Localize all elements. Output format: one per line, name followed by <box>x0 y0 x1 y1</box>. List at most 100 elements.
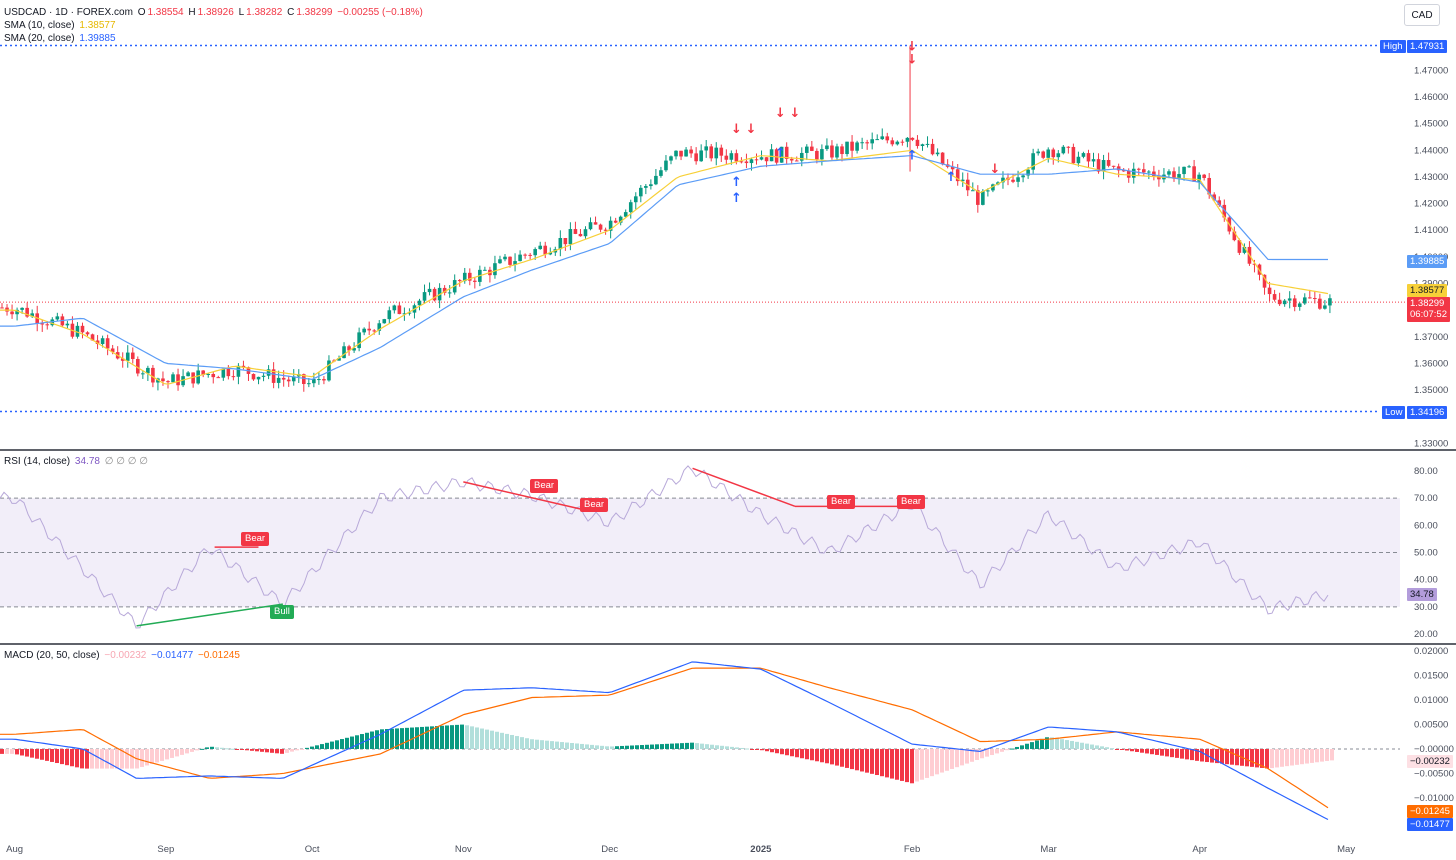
macd-hist-bar <box>1270 749 1274 769</box>
macd-hist-bar <box>570 743 574 749</box>
candle-body <box>1086 153 1091 162</box>
macd-hist-bar <box>200 748 204 750</box>
candle-body <box>1041 151 1046 158</box>
macd-hist-bar <box>725 746 729 749</box>
macd-label: MACD (20, 50, close) <box>4 650 100 661</box>
macd-hist-bar <box>900 749 904 781</box>
candle-body <box>327 360 331 381</box>
candle-body <box>714 147 719 159</box>
macd-hist-bar <box>70 749 74 767</box>
candle-body <box>1101 160 1106 172</box>
signal-arrow-0: ↓ <box>907 39 918 54</box>
candle-body <box>930 143 935 155</box>
rsi-extra: ∅ ∅ ∅ ∅ <box>104 456 148 467</box>
candle-body <box>85 332 90 335</box>
macd-hist-bar <box>390 728 394 749</box>
macd-hist-bar <box>1215 749 1219 764</box>
candle-body <box>1142 169 1146 173</box>
sma20-legend[interactable]: SMA (20, close) 1.39885 <box>4 33 118 44</box>
candle-body <box>684 149 688 157</box>
candle-body <box>1126 170 1131 178</box>
macd-hist-bar <box>220 747 224 749</box>
macd-hist-bar <box>125 749 129 769</box>
candle-body <box>794 160 799 162</box>
macd-hist-bar <box>60 749 64 765</box>
sma10-value: 1.38577 <box>79 20 116 31</box>
macd-signal-value: −0.01245 <box>197 650 240 661</box>
rsi-line <box>0 465 1329 629</box>
macd-hist-bar <box>600 745 604 749</box>
rsi-label: RSI (14, close) <box>4 456 71 467</box>
candle-body <box>900 141 905 143</box>
macd-hist-bar <box>1300 749 1304 765</box>
macd-tick-5: −0.00500 <box>1414 769 1454 780</box>
macd-legend[interactable]: MACD (20, 50, close) −0.00232 −0.01477 −… <box>4 650 242 661</box>
sma20-line <box>0 154 1328 381</box>
candle-body <box>578 233 583 237</box>
candle-body <box>533 249 537 256</box>
candle-body <box>30 313 34 317</box>
rsi-legend[interactable]: RSI (14, close) 34.78 ∅ ∅ ∅ ∅ <box>4 456 150 467</box>
macd-hist-bar <box>375 730 379 749</box>
candle-body <box>166 381 170 383</box>
candle-body <box>1277 299 1282 305</box>
macd-hist-bar <box>1030 742 1034 749</box>
macd-line-value: −0.01477 <box>151 650 194 661</box>
rsi-tick-3: 50.00 <box>1414 548 1438 559</box>
macd-hist-bar <box>875 749 879 776</box>
macd-hist-bar <box>340 739 344 749</box>
sma10-legend[interactable]: SMA (10, close) 1.38577 <box>4 20 118 31</box>
candle-body <box>548 252 553 255</box>
candle-body <box>196 370 200 384</box>
candle-body <box>1076 156 1081 164</box>
candle-body <box>508 256 512 265</box>
candle-body <box>105 338 110 349</box>
macd-hist-bar <box>1310 749 1314 763</box>
macd-hist-bar <box>170 749 174 758</box>
macd-hist-bar <box>315 745 319 749</box>
price-tick-12: 1.33000 <box>1414 438 1448 449</box>
sma20-value: 1.39885 <box>79 33 116 44</box>
macd-hist-bar <box>420 726 424 749</box>
sma10-line <box>0 149 1329 385</box>
macd-hist-bar <box>545 740 549 749</box>
macd-hist-bar <box>450 725 454 749</box>
candle-body <box>1061 146 1066 154</box>
macd-hist-bar <box>95 749 99 769</box>
macd-hist-bar <box>680 743 684 749</box>
macd-hist-bar <box>1280 749 1284 767</box>
macd-hist-bar <box>90 749 94 769</box>
signal-arrow-1: ↓ <box>907 53 918 68</box>
macd-hist-bar <box>310 746 314 749</box>
candle-body <box>100 338 105 344</box>
macd-hist-bar <box>535 739 539 749</box>
macd-hist-bar <box>285 749 289 753</box>
macd-hist-bar <box>55 749 59 764</box>
macd-hist-bar <box>870 749 874 774</box>
macd-line <box>0 661 1329 821</box>
candle-body <box>734 153 739 162</box>
candle-body <box>789 158 794 161</box>
candle-body <box>960 179 965 182</box>
macd-hist-bar <box>1295 749 1299 765</box>
x-tick-0: Aug <box>6 844 23 855</box>
macd-hist-bar <box>1315 749 1319 763</box>
signal-arrow-11: ↑ <box>946 170 957 185</box>
macd-hist-bar <box>835 749 839 766</box>
macd-hist-bar <box>355 735 359 749</box>
candle-body <box>307 383 311 385</box>
macd-hist-bar <box>120 749 124 769</box>
candle-body <box>387 310 392 320</box>
candle-body <box>659 170 663 176</box>
sma10-price-tag: 1.38577 <box>1407 284 1448 297</box>
candle-body <box>1313 298 1317 300</box>
candle-body <box>136 359 140 374</box>
candle-body <box>825 145 829 150</box>
currency-button[interactable]: CAD <box>1404 4 1440 26</box>
macd-hist-bar <box>1055 738 1059 749</box>
macd-hist-bar <box>345 737 349 749</box>
candle-body <box>20 307 24 310</box>
candle-body <box>1131 168 1136 178</box>
macd-hist-bar <box>465 725 469 749</box>
